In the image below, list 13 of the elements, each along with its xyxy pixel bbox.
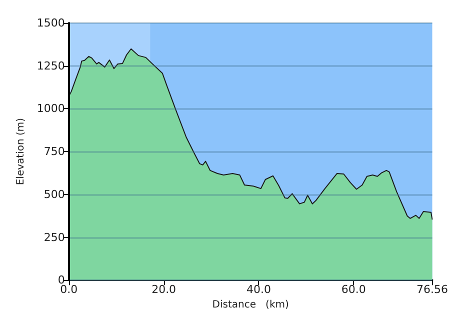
x-tick-label: 0.0 [60, 283, 78, 296]
y-tick-label: 250 [44, 230, 65, 244]
y-tick-label: 1000 [36, 102, 65, 116]
x-tick-label: 20.0 [152, 283, 176, 296]
y-tick-label: 1500 [36, 16, 65, 30]
x-tick-label: 60.0 [341, 283, 366, 296]
y-tick-label: 1250 [36, 59, 65, 72]
y-tick-label: 500 [44, 188, 65, 201]
x-tick-label: 76.56 [416, 283, 448, 296]
x-tick-label: 40.0 [246, 283, 271, 296]
y-axis-title: Elevation (m) [16, 118, 26, 186]
y-tick-label: 750 [44, 145, 65, 158]
x-axis-title: Distance (km) [212, 300, 289, 310]
